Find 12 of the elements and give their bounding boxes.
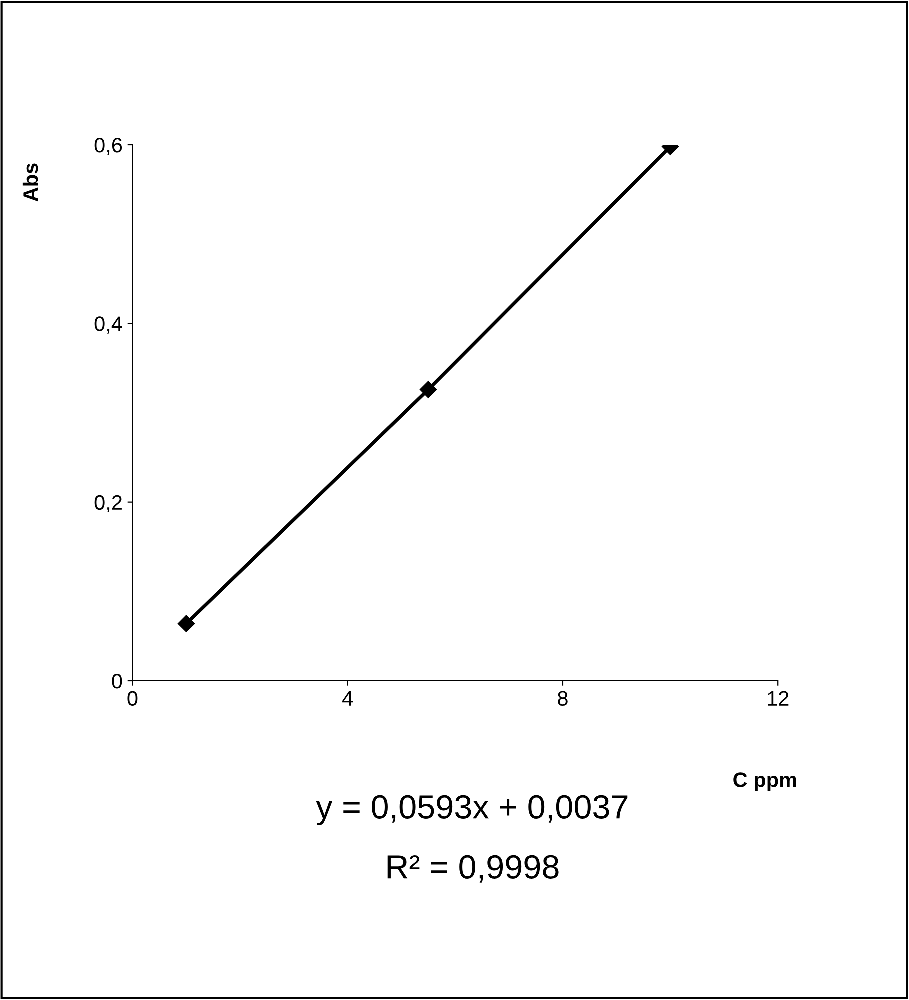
x-axis-title: C ppm — [734, 772, 796, 792]
y-axis-title: Abs — [22, 164, 38, 202]
x-tick-label: 0 — [128, 691, 138, 706]
x-tick-label: 12 — [768, 691, 789, 706]
y-tick-label: 0 — [112, 674, 122, 689]
y-tick-label: 0,4 — [94, 316, 122, 334]
text: y = 0,0593x + 0,0037 — [316, 795, 628, 826]
y-tick-label: 0,6 — [94, 138, 122, 156]
x-tick-label: 4 — [342, 691, 354, 706]
text: R² = 0,9998 — [388, 855, 559, 883]
y-tick-label: 0,2 — [94, 495, 122, 513]
x-tick-label: 8 — [558, 691, 568, 706]
